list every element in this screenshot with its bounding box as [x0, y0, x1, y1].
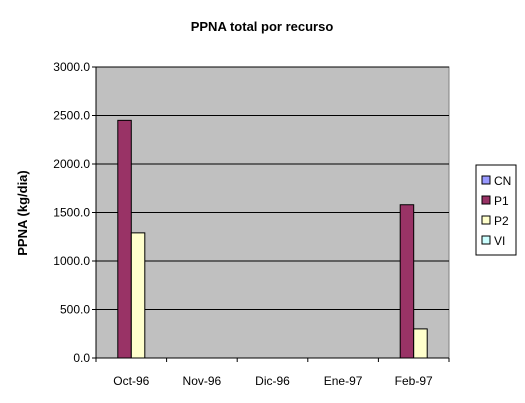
legend-label-p1: P1	[494, 194, 509, 208]
y-tick-label: 0.0	[73, 351, 90, 365]
y-tick-label: 1000.0	[53, 254, 90, 268]
legend: CN P1 P2 VI	[475, 164, 517, 256]
gridlines	[96, 66, 449, 310]
x-tick-label: Feb-97	[395, 374, 433, 388]
bars	[117, 119, 428, 359]
bar-p2-feb-97	[413, 328, 428, 359]
x-tick-label: Oct-96	[113, 374, 149, 388]
legend-label-vi: VI	[494, 234, 505, 248]
legend-label-cn: CN	[494, 174, 511, 188]
y-tick-label: 500.0	[60, 303, 90, 317]
legend-swatch-p1	[481, 195, 491, 205]
legend-swatch-cn	[481, 175, 491, 185]
bar-p1-oct-96	[117, 119, 132, 359]
x-tick-label: Nov-96	[183, 374, 222, 388]
y-tick-label: 3000.0	[53, 60, 90, 74]
y-tick-label: 2500.0	[53, 109, 90, 123]
legend-swatch-p2	[481, 215, 491, 225]
legend-swatch-vi	[481, 235, 491, 245]
y-tick-labels: 0.0 500.0 1000.0 1500.0 2000.0 2500.0 3000.0	[53, 60, 90, 365]
chart-title: PPNA total por recurso	[191, 19, 334, 34]
bar-p2-oct-96	[130, 232, 146, 359]
x-tick-label: Dic-96	[255, 374, 290, 388]
x-tick-label: Ene-97	[324, 374, 363, 388]
legend-label-p2: P2	[494, 214, 509, 228]
x-tick-labels: Oct-96 Nov-96 Dic-96 Ene-97 Feb-97	[113, 374, 433, 388]
y-tick-label: 2000.0	[53, 157, 90, 171]
y-tick-label: 1500.0	[53, 206, 90, 220]
bar-p1-feb-97	[399, 204, 415, 359]
axes	[92, 66, 450, 362]
y-axis-label: PPNA (kg/dia)	[15, 170, 30, 255]
